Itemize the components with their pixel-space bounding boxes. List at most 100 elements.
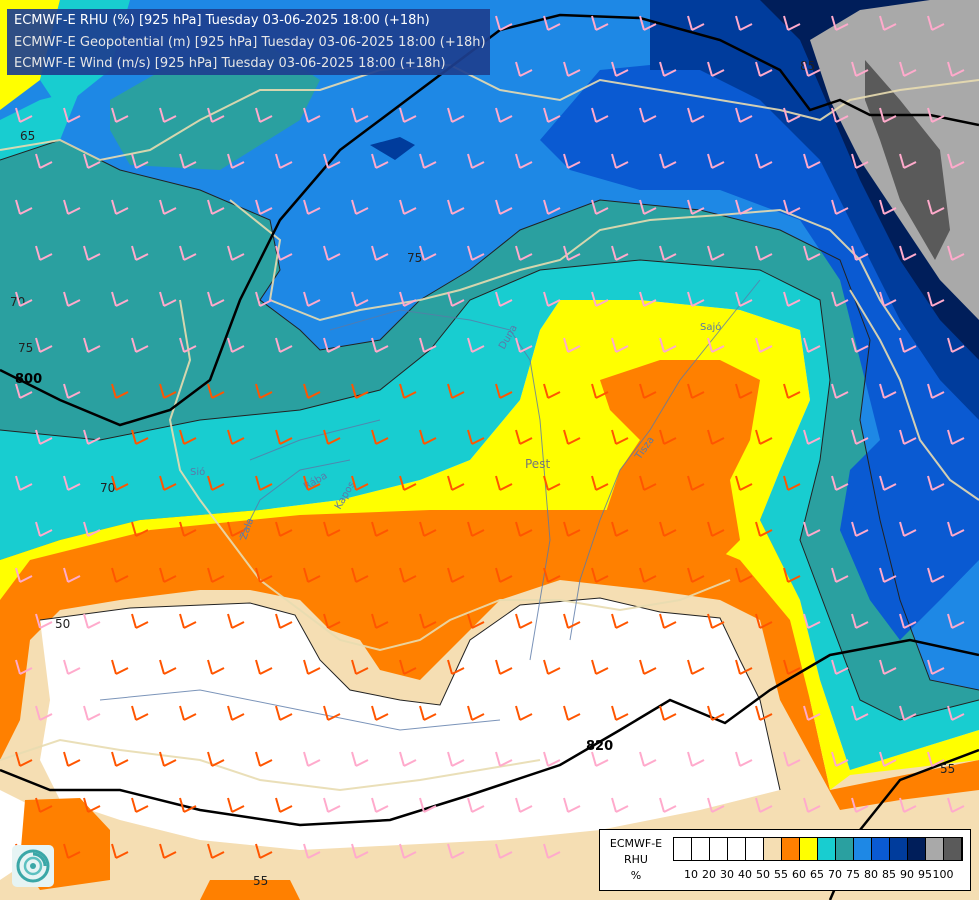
wind-barb <box>563 337 581 353</box>
wind-barb <box>803 797 821 813</box>
height-label-820: 820 <box>586 739 613 754</box>
legend-tick-label: 20 <box>702 868 716 881</box>
wind-barb <box>255 659 273 675</box>
wind-barb <box>303 475 321 491</box>
wind-barb <box>275 429 293 445</box>
wind-barb <box>351 567 369 583</box>
wind-barb <box>639 567 657 583</box>
wind-barb <box>563 521 581 537</box>
legend-tick-label: 70 <box>828 868 842 881</box>
wind-barb <box>591 383 609 399</box>
wind-barb <box>899 521 917 537</box>
wind-barb <box>611 613 629 629</box>
wind-barb <box>159 659 177 675</box>
wind-barb <box>687 291 705 307</box>
rhu-band-65 <box>0 260 979 770</box>
wind-barb <box>515 429 533 445</box>
wind-barb <box>63 383 81 399</box>
wind-barb <box>131 429 149 445</box>
wind-barb <box>755 521 773 537</box>
wind-barb <box>495 751 513 767</box>
wind-barb <box>255 383 273 399</box>
wind-barb <box>495 567 513 583</box>
rhu-contour-line-a <box>0 139 979 691</box>
wind-barb <box>687 15 705 31</box>
wind-barb <box>659 705 677 721</box>
wind-barb <box>659 153 677 169</box>
wind-barb <box>947 613 965 629</box>
wind-barb <box>275 613 293 629</box>
wind-barb <box>351 107 369 123</box>
wind-barb <box>227 429 245 445</box>
wind-barb <box>611 521 629 537</box>
wind-barb <box>447 475 465 491</box>
wind-barb <box>159 475 177 491</box>
rhu-orange-core <box>600 360 760 560</box>
wind-barb <box>399 843 417 859</box>
wind-barb <box>659 613 677 629</box>
wind-barb <box>467 245 485 261</box>
wind-barb <box>831 475 849 491</box>
wind-barb <box>515 613 533 629</box>
wind-barb <box>159 383 177 399</box>
wind-barb <box>323 705 341 721</box>
wind-barb <box>947 337 965 353</box>
wind-barb <box>639 15 657 31</box>
wind-barb <box>543 291 561 307</box>
wind-barb <box>495 843 513 859</box>
title-panel <box>7 9 490 75</box>
height-contour-820 <box>0 638 979 827</box>
title-line-geopotential: ECMWF-E Geopotential (m) [925 hPa] Tuesd… <box>14 35 486 50</box>
wind-barb <box>927 751 945 767</box>
wind-barb <box>879 567 897 583</box>
wind-barb <box>783 15 801 31</box>
wind-barb <box>35 797 53 813</box>
wind-barb <box>611 337 629 353</box>
wind-barb <box>63 199 81 215</box>
city-label-pest: Pest <box>525 457 550 471</box>
wind-barb <box>399 567 417 583</box>
rhu-dark-patch <box>370 137 415 160</box>
wind-barb <box>227 613 245 629</box>
wind-barb <box>687 383 705 399</box>
wind-barb <box>755 245 773 261</box>
wind-barb <box>399 291 417 307</box>
wind-barb <box>35 337 53 353</box>
legend-tick-label: 95 <box>918 868 932 881</box>
wind-barb <box>707 613 725 629</box>
wind-barb <box>303 291 321 307</box>
wind-barb <box>131 153 149 169</box>
wind-barb <box>447 199 465 215</box>
wind-barb <box>255 475 273 491</box>
wind-barb <box>303 199 321 215</box>
wind-barb <box>947 245 965 261</box>
wind-barb <box>687 107 705 123</box>
wind-barb <box>783 567 801 583</box>
wind-barb <box>735 567 753 583</box>
wind-barb <box>563 705 581 721</box>
wind-barb <box>83 705 101 721</box>
wind-barb <box>467 521 485 537</box>
legend-swatch <box>674 838 692 860</box>
wind-barb <box>879 475 897 491</box>
legend-tick-label: 100 <box>932 868 954 881</box>
wind-barb <box>735 15 753 31</box>
wind-barb <box>83 521 101 537</box>
wind-barb <box>591 15 609 31</box>
wind-barb <box>755 337 773 353</box>
wind-barb <box>419 245 437 261</box>
legend-title-variable: RHU <box>624 853 648 866</box>
wind-barb <box>783 291 801 307</box>
legend-swatch <box>692 838 710 860</box>
wind-barb <box>639 107 657 123</box>
wind-barb <box>591 659 609 675</box>
country-border-slovakia <box>229 199 901 331</box>
wind-barb <box>611 429 629 445</box>
wind-barb <box>495 199 513 215</box>
wind-barb <box>255 107 273 123</box>
wind-barb <box>371 521 389 537</box>
legend-tick-label: 80 <box>864 868 878 881</box>
wind-barb <box>735 199 753 215</box>
legend-swatch <box>728 838 746 860</box>
